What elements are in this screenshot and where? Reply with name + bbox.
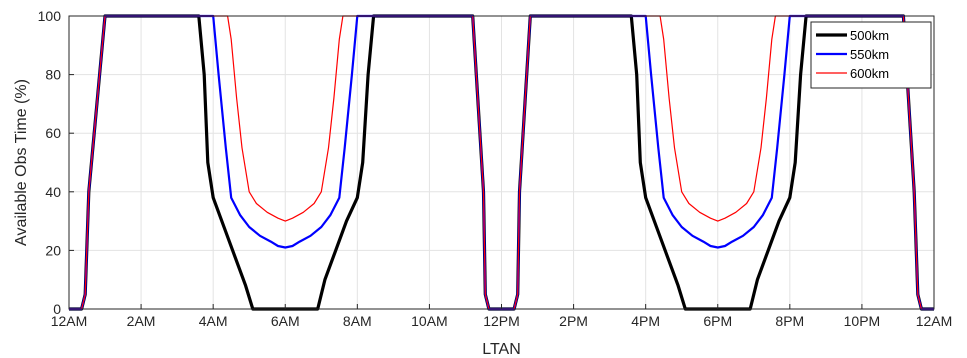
x-tick-label: 12AM xyxy=(916,313,953,329)
legend-label: 550km xyxy=(850,47,889,62)
x-tick-label: 12PM xyxy=(483,313,520,329)
x-tick-label: 8AM xyxy=(343,313,372,329)
x-tick-label: 12AM xyxy=(51,313,88,329)
x-axis-ticks: 12AM 2AM 4AM 6AM 8AM 10AM 12PM 2PM 4PM 6PM 8PM 10PM… xyxy=(51,304,953,329)
x-tick-label: 10PM xyxy=(844,313,881,329)
x-axis-label: LTAN xyxy=(482,341,521,358)
x-tick-label: 4PM xyxy=(631,313,660,329)
x-tick-label: 2PM xyxy=(559,313,588,329)
x-tick-label: 8PM xyxy=(775,313,804,329)
legend-label: 600km xyxy=(850,66,889,81)
legend: 500km 550km 600km xyxy=(810,21,932,89)
y-axis-label: Available Obs Time (%) xyxy=(13,79,30,246)
x-tick-label: 10AM xyxy=(411,313,448,329)
x-tick-label: 6AM xyxy=(271,313,300,329)
y-tick-label: 100 xyxy=(38,8,62,24)
y-axis-ticks: 0 20 40 60 80 100 xyxy=(38,8,74,317)
y-tick-label: 40 xyxy=(45,184,61,200)
y-tick-label: 0 xyxy=(53,301,61,317)
legend-label: 500km xyxy=(850,28,889,43)
x-tick-label: 6PM xyxy=(703,313,732,329)
x-tick-label: 4AM xyxy=(199,313,228,329)
y-tick-label: 80 xyxy=(45,67,61,83)
y-tick-label: 20 xyxy=(45,242,61,258)
y-tick-label: 60 xyxy=(45,125,61,141)
x-tick-label: 2AM xyxy=(127,313,156,329)
